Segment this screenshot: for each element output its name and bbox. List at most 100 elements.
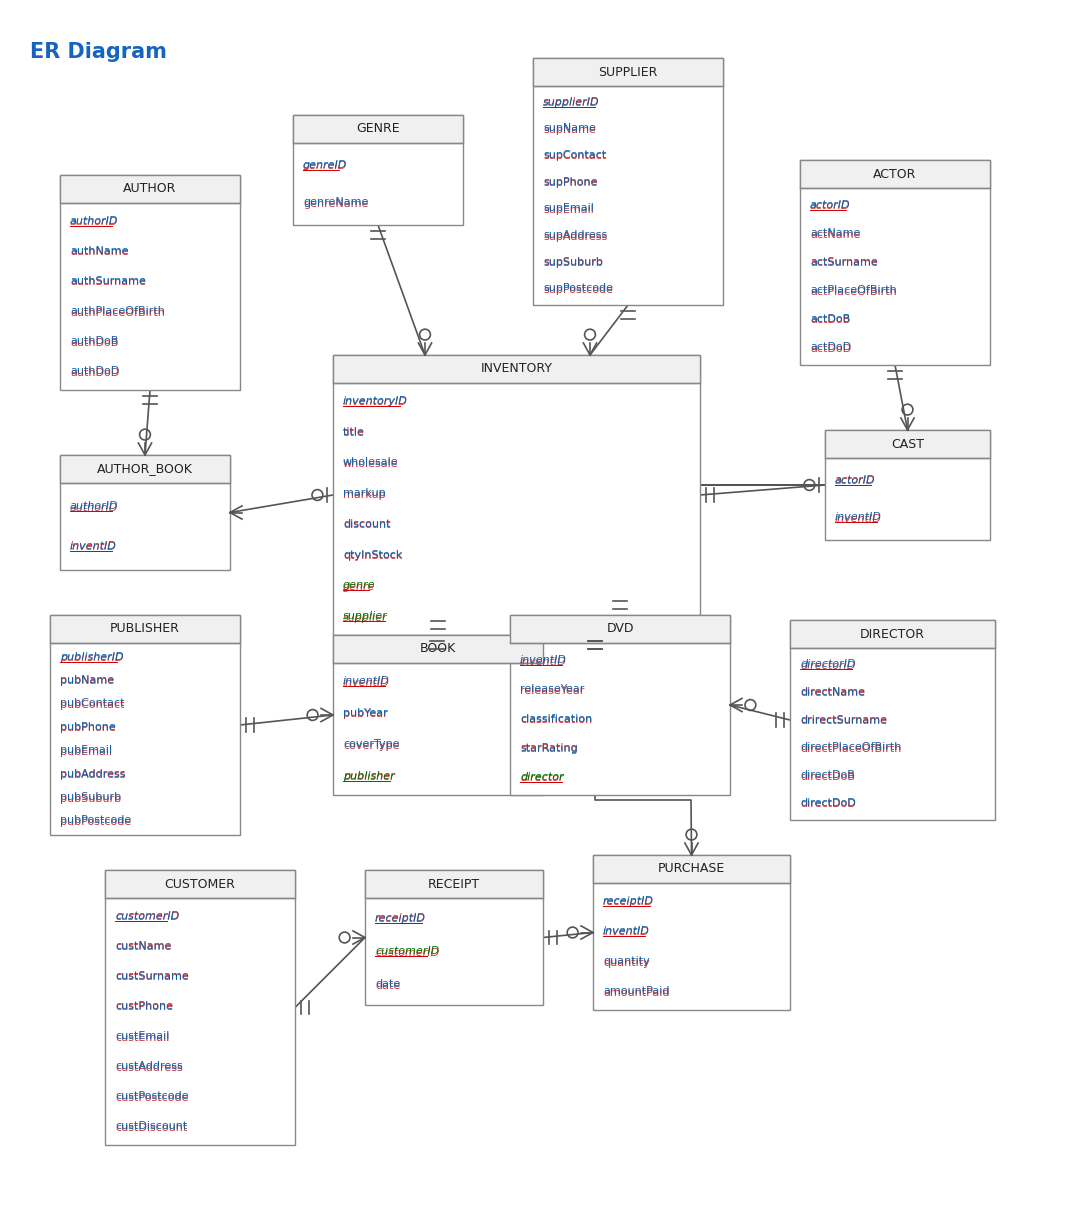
Text: authDoD: authDoD	[70, 368, 119, 378]
Bar	[533, 58, 723, 86]
Bar	[60, 175, 240, 390]
Text: genre: genre	[343, 580, 376, 590]
Text: classification: classification	[520, 715, 592, 725]
Text: supName: supName	[543, 124, 596, 133]
Text: custPhone: custPhone	[115, 1001, 173, 1011]
Text: supPostcode: supPostcode	[543, 285, 613, 295]
Text: AUTHOR_BOOK: AUTHOR_BOOK	[97, 463, 193, 475]
Text: pubEmail: pubEmail	[60, 747, 112, 756]
Text: director: director	[520, 774, 564, 783]
Text: pubSuburb: pubSuburb	[60, 793, 122, 803]
Text: directorID: directorID	[799, 660, 855, 670]
Text: genreID: genreID	[303, 162, 348, 171]
Text: publisher: publisher	[343, 772, 395, 782]
Text: actSurname: actSurname	[810, 258, 878, 268]
Text: inventID: inventID	[520, 656, 567, 667]
Bar	[510, 614, 730, 796]
Text: supplierID: supplierID	[543, 98, 599, 108]
Text: inventID: inventID	[343, 677, 390, 687]
Bar	[365, 870, 543, 1005]
Text: publisher: publisher	[343, 771, 395, 781]
Text: BOOK: BOOK	[420, 643, 456, 656]
Text: supplier: supplier	[343, 611, 387, 621]
Text: discount: discount	[343, 520, 391, 530]
Text: custPostcode: custPostcode	[115, 1093, 188, 1103]
Text: DIRECTOR: DIRECTOR	[860, 628, 925, 640]
Text: customerID: customerID	[376, 947, 439, 957]
Text: pubPhone: pubPhone	[60, 722, 116, 732]
Text: authName: authName	[70, 246, 128, 256]
Text: custEmail: custEmail	[115, 1033, 169, 1043]
Text: supSuburb: supSuburb	[543, 257, 603, 267]
Text: PURCHASE: PURCHASE	[657, 863, 725, 875]
Text: authPlaceOfBirth: authPlaceOfBirth	[70, 306, 165, 316]
Bar	[105, 870, 295, 898]
Text: pubName: pubName	[60, 674, 114, 685]
Bar	[293, 115, 463, 143]
Text: authorID: authorID	[70, 501, 118, 512]
Text: pubYear: pubYear	[343, 709, 387, 720]
Text: custDiscount: custDiscount	[115, 1121, 187, 1131]
Text: starRating: starRating	[520, 743, 578, 753]
Text: actDoB: actDoB	[810, 316, 850, 326]
Text: directDoB: directDoB	[799, 771, 854, 782]
Text: actorID: actorID	[810, 201, 851, 211]
Text: receiptID: receiptID	[376, 914, 426, 924]
Text: custDiscount: custDiscount	[115, 1122, 187, 1133]
Text: directName: directName	[799, 688, 865, 699]
Bar	[332, 635, 543, 796]
Bar	[332, 355, 700, 383]
Text: date: date	[376, 979, 400, 989]
Text: releaseYear: releaseYear	[520, 684, 584, 694]
Bar	[799, 160, 990, 365]
Bar	[365, 870, 543, 898]
Text: inventID: inventID	[520, 655, 567, 665]
Text: pubSuburb: pubSuburb	[60, 792, 122, 802]
Text: supEmail: supEmail	[543, 203, 594, 213]
Text: pubPhone: pubPhone	[60, 723, 116, 733]
Text: directName: directName	[799, 687, 865, 696]
Text: drirectSurname: drirectSurname	[799, 715, 887, 725]
Bar	[825, 430, 990, 458]
Text: discount: discount	[343, 519, 391, 529]
Text: drirectSurname: drirectSurname	[799, 716, 887, 726]
Text: actorID: actorID	[810, 200, 851, 209]
Bar	[533, 58, 723, 305]
Text: directorID: directorID	[799, 661, 855, 671]
Text: authPlaceOfBirth: authPlaceOfBirth	[70, 307, 165, 317]
Text: supContact: supContact	[543, 152, 606, 162]
Text: coverType: coverType	[343, 741, 399, 750]
Text: pubPostcode: pubPostcode	[60, 815, 131, 825]
Text: RECEIPT: RECEIPT	[428, 878, 480, 891]
Text: directPlaceOfBirth: directPlaceOfBirth	[799, 743, 902, 753]
Text: directDoD: directDoD	[799, 798, 855, 808]
Bar	[332, 355, 700, 635]
Text: authorID: authorID	[70, 503, 118, 513]
Text: receiptID: receiptID	[376, 913, 426, 923]
Text: PUBLISHER: PUBLISHER	[110, 623, 180, 635]
Text: supplier: supplier	[343, 612, 387, 623]
Text: actDoD: actDoD	[810, 343, 851, 353]
Bar	[790, 621, 995, 647]
Text: releaseYear: releaseYear	[520, 685, 584, 695]
Text: directDoB: directDoB	[799, 770, 854, 780]
Text: supEmail: supEmail	[543, 204, 594, 215]
Text: custEmail: custEmail	[115, 1031, 169, 1042]
Bar	[790, 621, 995, 820]
Text: custSurname: custSurname	[115, 971, 188, 980]
Text: receiptID: receiptID	[603, 896, 654, 906]
Text: actDoB: actDoB	[810, 313, 850, 324]
Text: amountPaid: amountPaid	[603, 988, 669, 998]
Text: director: director	[520, 772, 564, 782]
Text: classification: classification	[520, 714, 592, 723]
Text: actName: actName	[810, 230, 861, 240]
Text: actPlaceOfBirth: actPlaceOfBirth	[810, 285, 896, 295]
Text: inventoryID: inventoryID	[343, 395, 408, 406]
Text: supplierID: supplierID	[543, 97, 599, 106]
Text: pubYear: pubYear	[343, 707, 387, 717]
Text: custAddress: custAddress	[115, 1061, 183, 1071]
Text: wholesale: wholesale	[343, 459, 398, 469]
Text: custPostcode: custPostcode	[115, 1092, 188, 1102]
Bar	[510, 614, 730, 643]
Text: supSuburb: supSuburb	[543, 258, 603, 268]
